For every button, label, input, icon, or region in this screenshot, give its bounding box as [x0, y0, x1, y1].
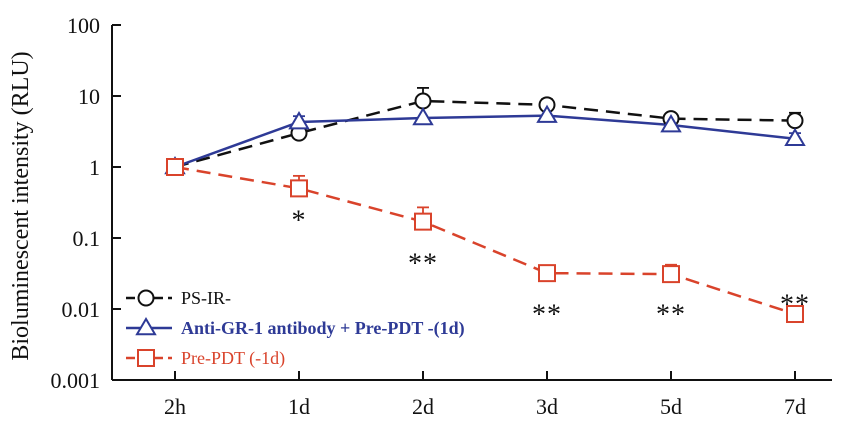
- significance-label: **: [656, 299, 686, 330]
- series-circle: [174, 87, 801, 169]
- legend-entry: Anti-GR-1 antibody + Pre-PDT -(1d): [126, 317, 465, 339]
- data-point-square: [538, 264, 556, 283]
- data-point-triangle: [536, 104, 558, 123]
- data-point-triangle: [288, 111, 310, 130]
- legend-label: Pre-PDT (-1d): [181, 348, 285, 369]
- x-tick-label: 1d: [288, 394, 310, 419]
- data-point-square: [166, 158, 184, 176]
- y-tick-label: 0.1: [73, 226, 101, 251]
- x-tick-label: 2h: [164, 394, 186, 419]
- y-tick-label: 1: [89, 155, 100, 180]
- y-tick-label: 0.001: [51, 368, 101, 393]
- series-line: [174, 165, 796, 316]
- series-line: [174, 99, 796, 169]
- x-tick-label: 3d: [536, 394, 558, 419]
- legend: PS-IR- Anti-GR-1 antibody + Pre-PDT -(1d)…: [126, 288, 465, 369]
- legend-entry: PS-IR-: [126, 288, 231, 308]
- series-markers-square: [166, 158, 804, 324]
- y-tick-label: 0.01: [62, 297, 101, 322]
- y-tick-label: 10: [78, 84, 100, 109]
- x-tick-label: 5d: [660, 394, 682, 419]
- data-point-square: [290, 179, 308, 198]
- y-tick-label: 100: [67, 13, 100, 38]
- legend-label: PS-IR-: [181, 288, 231, 308]
- significance-label: **: [408, 248, 438, 279]
- legend-marker-square: [137, 349, 155, 367]
- annotation-layer: ***** ** **: [292, 206, 810, 331]
- data-point-square: [662, 265, 680, 284]
- significance-label: **: [532, 299, 562, 330]
- legend-marker-triangle: [135, 317, 157, 336]
- legend-entry: Pre-PDT (-1d): [126, 348, 285, 369]
- series-line: [174, 114, 796, 169]
- y-axis-title: Bioluminescent intensity (RLU): [8, 51, 34, 360]
- data-point-square: [786, 305, 804, 324]
- data-point-triangle: [660, 114, 682, 133]
- significance-label: **: [780, 290, 810, 321]
- axes: 100 10 1 0.1 0.01 0.001 2h 1d 2d 3d 5d 7d: [51, 13, 832, 419]
- x-tick-label: 7d: [784, 394, 806, 419]
- x-tick-label: 2d: [412, 394, 434, 419]
- data-point-triangle: [784, 127, 806, 147]
- legend-label: Anti-GR-1 antibody + Pre-PDT -(1d): [181, 318, 465, 339]
- significance-label: *: [292, 206, 307, 237]
- data-point-square: [414, 212, 432, 231]
- legend-marker-circle: [137, 289, 155, 307]
- series-layer: [164, 87, 806, 324]
- data-point-triangle: [412, 107, 434, 126]
- data-point-circle: [786, 112, 804, 130]
- data-point-circle: [414, 92, 432, 110]
- series-square: [174, 165, 801, 316]
